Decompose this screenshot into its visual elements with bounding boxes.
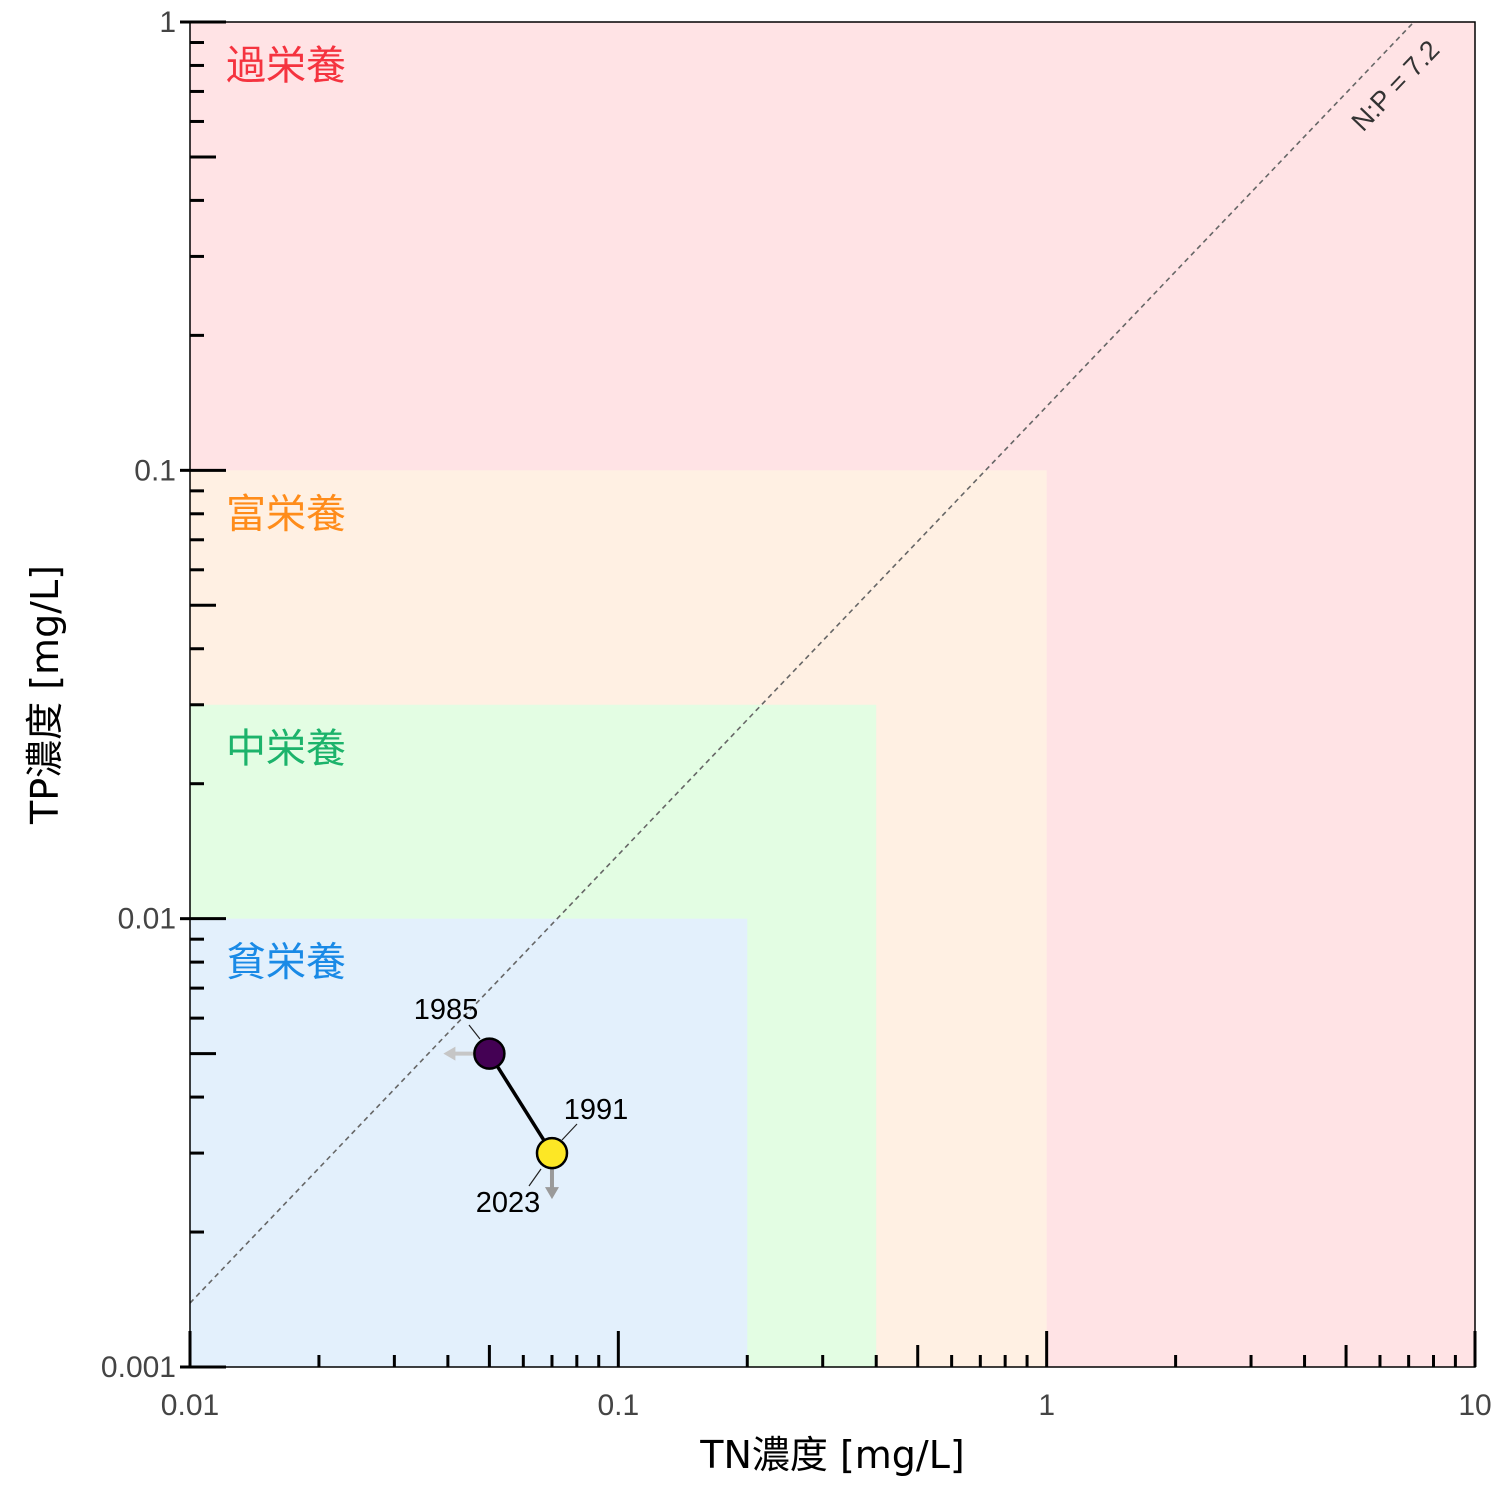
point-label-2023: 2023 (476, 1187, 541, 1219)
y-tick-label: 0.1 (134, 454, 176, 487)
zone-label-0: 過栄養 (226, 43, 346, 89)
x-axis: 0.01 0.1 1 10 (161, 1331, 1492, 1422)
trajectory-line (487, 1052, 554, 1155)
x-tick-label: 0.01 (161, 1389, 219, 1422)
zone-label-1: 富栄養 (226, 491, 346, 537)
plot-frame (189, 21, 1476, 1368)
x-tick-label: 1 (1038, 1389, 1055, 1422)
point-label-leader (528, 1168, 542, 1187)
y-tick-label: 0.01 (118, 903, 176, 936)
x-tick-label: 0.1 (597, 1389, 639, 1422)
y-tick-label: 1 (159, 6, 176, 39)
y-tick-label: 0.001 (101, 1351, 176, 1384)
point-label-1991: 1991 (564, 1094, 629, 1126)
data-points: 1985 1991 2023 (414, 994, 629, 1219)
x-tick-label: 10 (1458, 1389, 1491, 1422)
data-point-1985 (473, 1037, 506, 1070)
zone-label-2: 中栄養 (226, 726, 346, 772)
ratio-line (189, 21, 1415, 1304)
point-label-leader (561, 1123, 578, 1141)
upper-bound-arrowhead (443, 1046, 456, 1061)
y-axis: 0.001 0.01 0.1 1 (101, 6, 226, 1384)
trophic-zone-3 (190, 918, 748, 1367)
point-label-leader (468, 1024, 481, 1040)
point-label-1985: 1985 (414, 994, 479, 1026)
y-axis-title: TP濃度 [mg/L] (23, 565, 67, 825)
x-axis-title: TN濃度 [mg/L] (699, 1433, 964, 1477)
zone-label-3: 貧栄養 (226, 940, 346, 986)
data-point-1991 (535, 1136, 569, 1170)
trophic-zones (190, 22, 1475, 1367)
upper-bound-arrowhead (544, 1187, 559, 1200)
